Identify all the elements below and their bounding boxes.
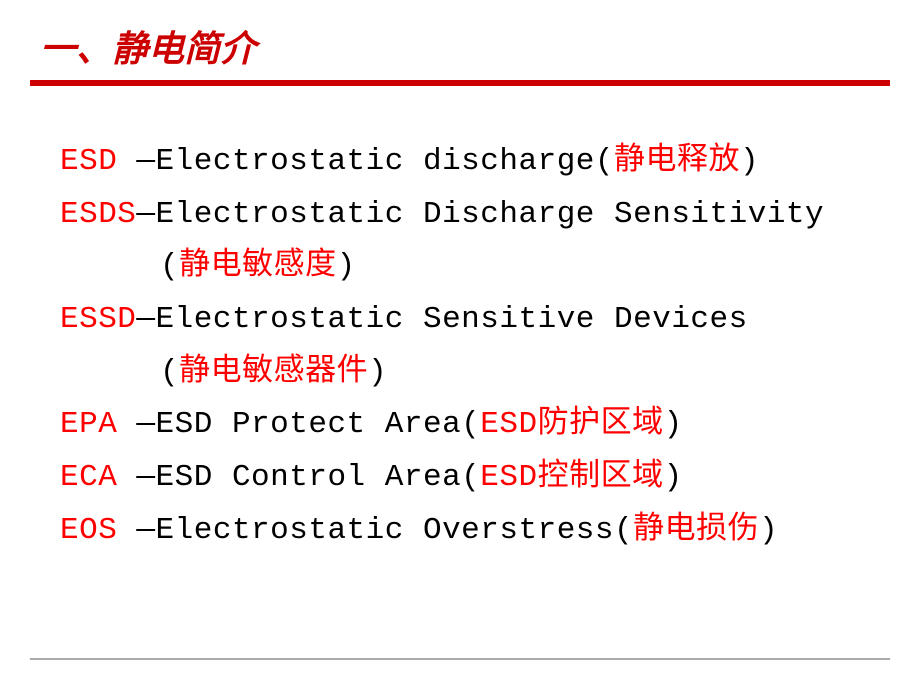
- definition-line: EPA —ESD Protect Area(ESD防护区域): [60, 399, 870, 452]
- definition-line: ESD —Electrostatic discharge(静电释放): [60, 136, 870, 189]
- title-underline: [30, 80, 890, 86]
- definition-line: (静电敏感器件): [60, 347, 870, 400]
- abbreviation: ESDS: [60, 197, 136, 232]
- close-paren: ): [664, 460, 683, 495]
- definition-line: EOS —Electrostatic Overstress(静电损伤): [60, 505, 870, 558]
- definition-text: Electrostatic Discharge Sensitivity: [156, 197, 825, 232]
- definition-line: ESDS—Electrostatic Discharge Sensitivity: [60, 189, 870, 242]
- definition-line: (静电敏感度): [60, 241, 870, 294]
- dash-separator: —: [136, 513, 155, 548]
- chinese-translation: 静电敏感器件: [179, 355, 368, 390]
- dash-separator: —: [136, 460, 155, 495]
- close-paren: ): [368, 355, 387, 390]
- abbreviation: ESSD: [60, 302, 136, 337]
- abbreviation: EPA: [60, 407, 136, 442]
- content-area: ESD —Electrostatic discharge(静电释放)ESDS—E…: [30, 136, 890, 558]
- abbreviation: ESD: [60, 144, 136, 179]
- bottom-divider: [30, 658, 890, 660]
- dash-separator: —: [136, 144, 155, 179]
- chinese-translation: ESD控制区域: [480, 460, 663, 495]
- definition-text: Electrostatic Overstress(: [156, 513, 634, 548]
- definition-text: (: [160, 355, 179, 390]
- close-paren: ): [740, 144, 759, 179]
- chinese-translation: ESD防护区域: [480, 407, 663, 442]
- definition-line: ECA —ESD Control Area(ESD控制区域): [60, 452, 870, 505]
- slide-title: 一、静电简介: [40, 20, 890, 72]
- dash-separator: —: [136, 407, 155, 442]
- definition-text: Electrostatic discharge(: [156, 144, 614, 179]
- definition-text: ESD Control Area(: [156, 460, 481, 495]
- definition-text: (: [160, 249, 179, 284]
- close-paren: ): [759, 513, 778, 548]
- chinese-translation: 静电损伤: [633, 513, 759, 548]
- abbreviation: ECA: [60, 460, 136, 495]
- slide-container: 一、静电简介 ESD —Electrostatic discharge(静电释放…: [0, 0, 920, 690]
- dash-separator: —: [136, 302, 155, 337]
- definition-text: ESD Protect Area(: [156, 407, 481, 442]
- chinese-translation: 静电释放: [614, 144, 740, 179]
- chinese-translation: 静电敏感度: [179, 249, 337, 284]
- definition-line: ESSD—Electrostatic Sensitive Devices: [60, 294, 870, 347]
- close-paren: ): [337, 249, 356, 284]
- definition-text: Electrostatic Sensitive Devices: [156, 302, 748, 337]
- abbreviation: EOS: [60, 513, 136, 548]
- dash-separator: —: [136, 197, 155, 232]
- close-paren: ): [664, 407, 683, 442]
